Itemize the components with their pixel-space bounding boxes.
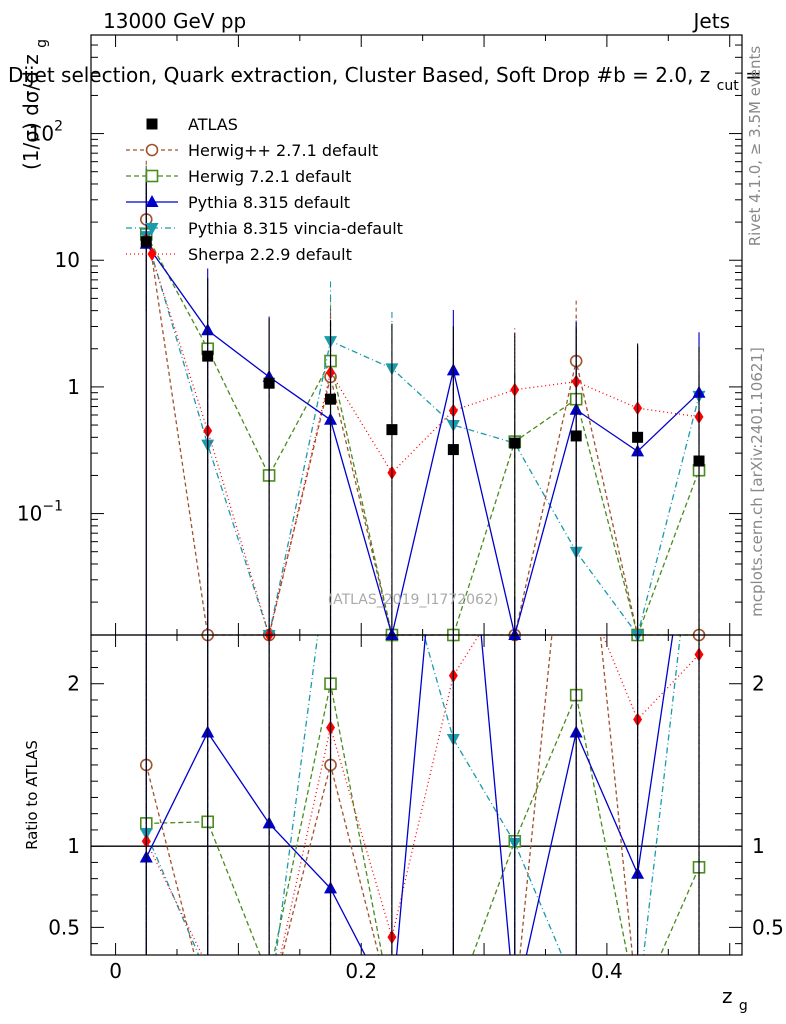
point-atlas	[263, 377, 275, 389]
y-tick-label: 10	[55, 248, 80, 272]
chart-title-tail: =	[745, 63, 762, 87]
point-atlas	[325, 393, 337, 405]
legend-label-vincia: Pythia 8.315 vincia-default	[188, 219, 403, 238]
mcplots-label: mcplots.cern.ch [arXiv:2401.10621]	[748, 347, 766, 617]
analysis-watermark: (ATLAS_2019_I1772062)	[328, 592, 499, 608]
chart-title-sub: cut	[717, 78, 740, 94]
x-axis-label: z g	[722, 984, 748, 1014]
ratio-line-herwigpp	[145, 635, 634, 955]
point-atlas	[509, 437, 521, 449]
ratio-series-vincia	[139, 635, 700, 955]
point-atlas	[693, 455, 705, 467]
y-axis-label: (1/σ) dσ/d z g	[19, 39, 50, 170]
x-tick-label: 0.2	[345, 959, 377, 983]
ratio-clip-herwigpp	[145, 635, 634, 955]
point-atlas	[140, 236, 152, 248]
series-line-herwigpp	[145, 219, 700, 636]
ratio-tick-label-right: 0.5	[752, 915, 784, 939]
header-right: Jets	[692, 9, 730, 33]
legend: ATLAS Herwig++ 2.7.1 default Herwig 7.2.1 …	[126, 115, 403, 264]
x-axis-label-sub: g	[739, 998, 748, 1014]
legend-marker-vincia	[145, 223, 159, 235]
point-atlas	[447, 444, 459, 456]
ratio-tick-label-right: 2	[752, 672, 765, 696]
ratio-series-pythia	[139, 635, 700, 955]
legend-marker-sherpa	[147, 247, 157, 261]
main-panel-ticks: 10−1 1 10 102	[17, 34, 742, 635]
legend-item-sherpa: Sherpa 2.2.9 default	[126, 245, 352, 264]
legend-label-atlas: ATLAS	[188, 115, 238, 134]
legend-label-pythia: Pythia 8.315 default	[188, 193, 350, 212]
legend-marker-herwig7	[145, 169, 159, 183]
ratio-line-herwig7	[146, 683, 700, 955]
ratio-panel-ticks: 0.5 0.5 1 1 2 2	[48, 635, 784, 955]
ratio-tick-label: 2	[67, 672, 80, 696]
legend-item-pythia: Pythia 8.315 default	[126, 193, 350, 212]
series-atlas	[140, 172, 705, 635]
y-tick-label: 102	[29, 119, 63, 146]
y-axis-label-sub: g	[34, 39, 50, 48]
point-atlas	[570, 430, 582, 442]
legend-marker-herwigpp	[145, 143, 159, 157]
legend-label-sherpa: Sherpa 2.2.9 default	[188, 245, 352, 264]
y-axis-label-main: (1/σ) dσ/d z	[19, 54, 43, 170]
ratio-series-atlas	[145, 635, 700, 955]
legend-marker-atlas	[146, 118, 158, 130]
point-atlas	[202, 350, 214, 362]
series-line-sherpa	[145, 239, 700, 638]
legend-label-herwig7: Herwig 7.2.1 default	[188, 167, 351, 186]
chart-title-main: Dijet selection, Quark extraction, Clust…	[8, 63, 710, 87]
y-tick-label: 10−1	[17, 499, 63, 526]
point-atlas	[386, 424, 398, 436]
legend-item-herwig7: Herwig 7.2.1 default	[126, 167, 351, 186]
x-tick-label: 0	[109, 959, 122, 983]
series-line-vincia	[145, 235, 700, 638]
ratio-tick-label: 1	[67, 834, 80, 858]
x-tick-label: 0.4	[591, 959, 623, 983]
x-tick-labels: 0 0.2 0.4	[109, 959, 623, 983]
legend-item-vincia: Pythia 8.315 vincia-default	[126, 219, 403, 238]
legend-marker-pythia	[145, 195, 159, 207]
ratio-panel-frame	[90, 634, 743, 956]
ratio-axis-label: Ratio to ATLAS	[23, 740, 41, 850]
legend-item-herwigpp: Herwig++ 2.7.1 default	[126, 141, 378, 160]
chart-title: Dijet selection, Quark extraction, Clust…	[8, 63, 762, 95]
series-sherpa	[141, 169, 704, 642]
series-line-pythia	[145, 243, 700, 638]
legend-label-herwigpp: Herwig++ 2.7.1 default	[188, 141, 378, 160]
ratio-tick-label: 0.5	[48, 915, 80, 939]
ratio-clip-pythia	[145, 635, 674, 955]
x-axis-label-main: z	[722, 984, 733, 1008]
rivet-label: Rivet 4.1.0, ≥ 3.5M events	[746, 46, 764, 247]
ratio-clip-herwig7	[146, 683, 700, 955]
point-atlas	[632, 431, 644, 443]
y-tick-label: 1	[67, 375, 80, 399]
header-left: 13000 GeV pp	[103, 9, 246, 33]
series-line-herwig7	[145, 234, 700, 638]
ratio-line-pythia	[145, 635, 674, 955]
legend-item-atlas: ATLAS	[146, 115, 238, 134]
ratio-panel-series	[139, 635, 706, 955]
ratio-tick-label-right: 1	[752, 834, 765, 858]
